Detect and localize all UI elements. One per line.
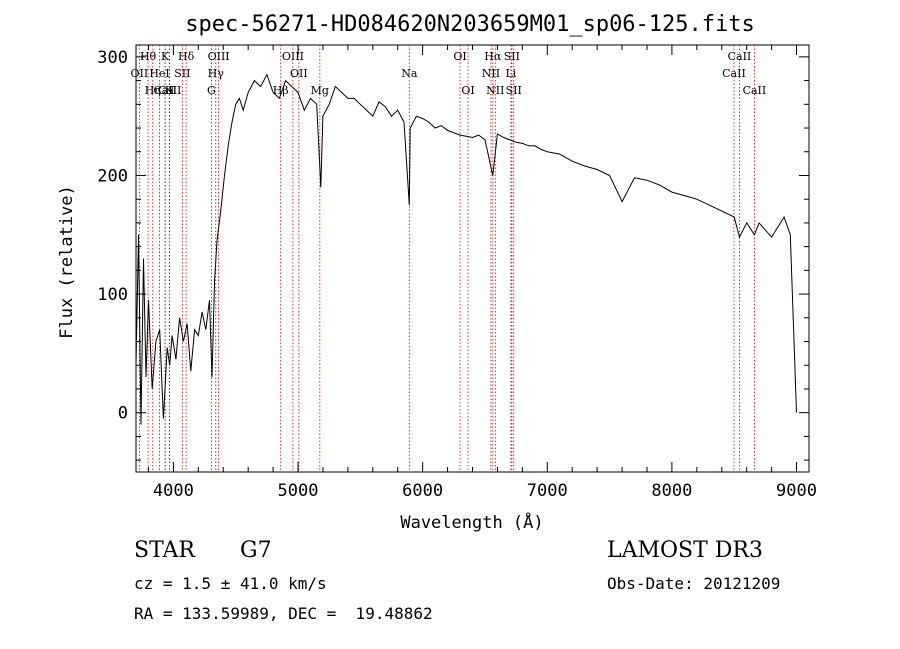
- redshift-value: cz = 1.5 ± 41.0 km/s: [134, 574, 327, 593]
- spectrum-line: [135, 73, 797, 425]
- line-label: OII: [131, 67, 149, 80]
- line-label: SII: [174, 67, 190, 80]
- line-label: Hδ: [178, 50, 195, 63]
- x-tick-label: 5000: [278, 481, 319, 501]
- y-tick-label: 200: [97, 166, 128, 186]
- line-label: H: [165, 84, 175, 97]
- line-label: Na: [401, 67, 418, 80]
- line-label: OI: [453, 50, 466, 63]
- y-tick-label: 300: [97, 48, 128, 68]
- line-label: Li: [505, 67, 516, 80]
- coordinates: RA = 133.59989, DEC = 19.48862: [134, 604, 433, 623]
- survey-name: LAMOST DR3: [607, 538, 763, 563]
- line-label: SII: [504, 50, 520, 63]
- line-label: Mg: [311, 84, 329, 97]
- line-label: CaII: [728, 50, 752, 63]
- object-subclass: G7: [240, 538, 272, 563]
- x-tick-label: 9000: [776, 481, 817, 501]
- line-label: G: [207, 84, 216, 97]
- line-label: K: [161, 50, 170, 63]
- x-tick-label: 4000: [153, 481, 194, 501]
- spectral-line-markers: [138, 45, 755, 472]
- x-axis-label: Wavelength (Å): [400, 511, 543, 533]
- object-class: STAR: [134, 538, 195, 563]
- line-label: CaII: [153, 84, 177, 97]
- line-label: NII: [486, 84, 504, 97]
- chart-title: spec-56271-HD084620N203659M01_sp06-125.f…: [185, 12, 755, 37]
- line-label: Hγ: [208, 67, 225, 80]
- line-label: OI: [461, 84, 474, 97]
- line-label: OIII: [208, 50, 230, 63]
- x-tick-label: 6000: [402, 481, 443, 501]
- plot-frame: [135, 44, 810, 473]
- line-label: HeI: [149, 67, 169, 80]
- observation-date: Obs-Date: 20121209: [607, 574, 781, 593]
- y-axis-label: Flux (relative): [57, 185, 77, 339]
- line-label: OIII: [282, 50, 304, 63]
- x-tick-label: 7000: [527, 481, 568, 501]
- x-tick-label: 8000: [651, 481, 692, 501]
- line-label: CaII: [158, 84, 182, 97]
- line-label: Hβ: [273, 84, 289, 97]
- line-label: CaII: [722, 67, 746, 80]
- line-label: Hα: [484, 50, 502, 63]
- line-label: Hη: [145, 84, 161, 97]
- line-label: Hθ: [140, 50, 157, 63]
- line-label: SII: [506, 84, 522, 97]
- line-label: CaII: [743, 84, 767, 97]
- y-tick-label: 0: [118, 404, 128, 424]
- y-axis-ticks: 0 100 200 300: [97, 48, 809, 461]
- line-label: OII: [290, 67, 308, 80]
- line-label: NII: [482, 67, 500, 80]
- y-tick-label: 100: [97, 285, 128, 305]
- x-axis-ticks: 4000 5000 6000 7000 8000 9000: [147, 45, 817, 501]
